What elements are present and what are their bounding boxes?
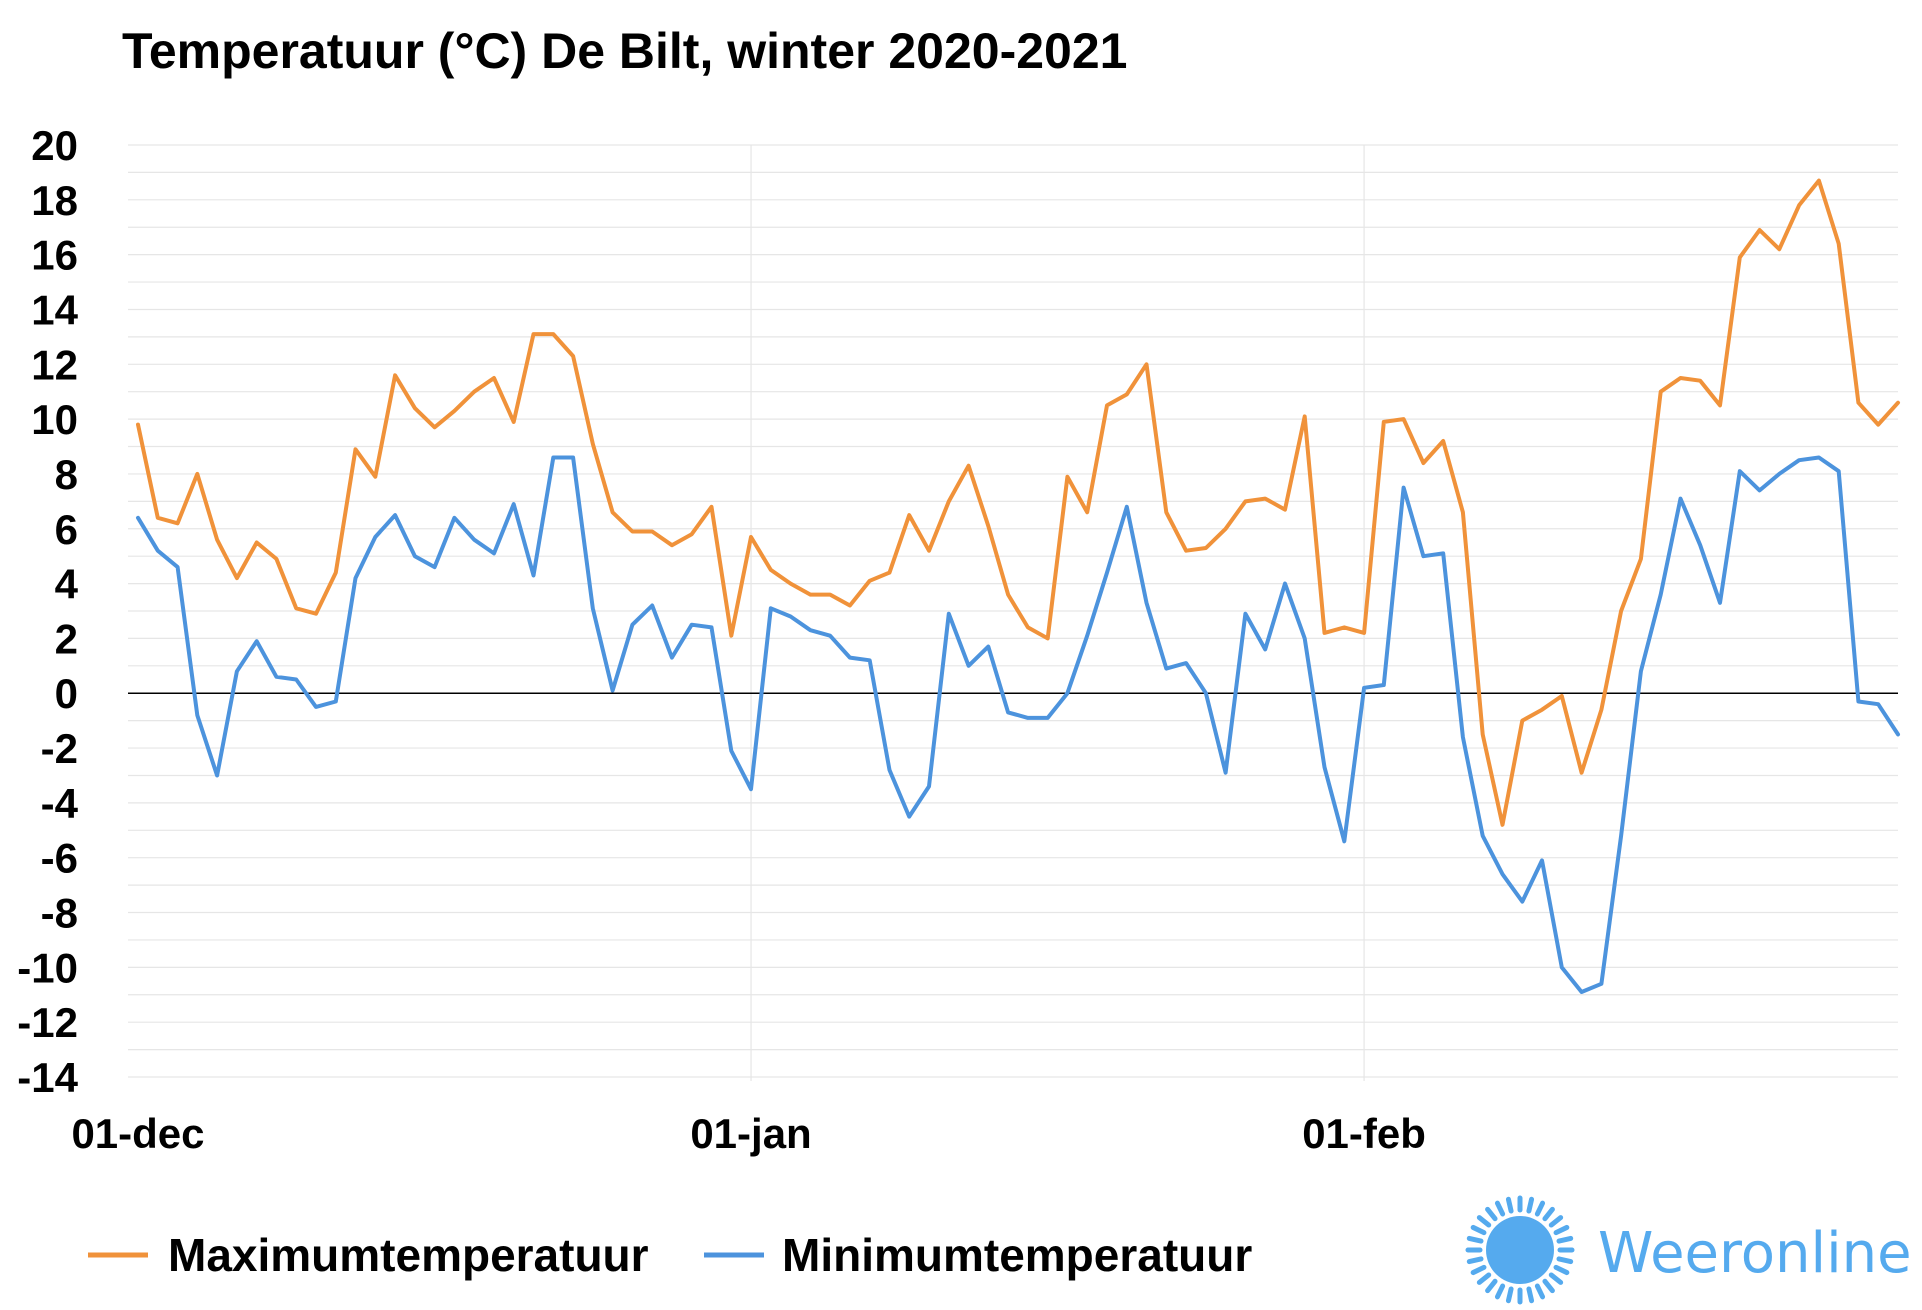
y-tick-label: -8: [41, 890, 78, 937]
sun-ray: [1553, 1264, 1570, 1276]
x-axis-ticks: 01-dec 01-jan 01-feb: [71, 1110, 1425, 1157]
y-tick-label: 6: [55, 506, 78, 553]
sun-ray: [1556, 1235, 1574, 1244]
sun-ray: [1505, 1286, 1514, 1304]
sun-ray: [1505, 1196, 1514, 1214]
y-tick-label: 18: [31, 177, 78, 224]
sun-ray: [1556, 1256, 1574, 1265]
y-tick-label: -12: [17, 999, 78, 1046]
y-tick-label: -14: [17, 1054, 78, 1101]
chart-gridlines: [128, 144, 1898, 1081]
sun-ray: [1526, 1196, 1535, 1214]
y-tick-label: 10: [31, 396, 78, 443]
sun-ray: [1548, 1272, 1564, 1285]
sun-ray: [1470, 1224, 1487, 1236]
y-tick-label: 4: [55, 561, 79, 608]
sun-ray: [1542, 1278, 1555, 1294]
y-tick-label: 12: [31, 341, 78, 388]
sun-icon: [1465, 1195, 1575, 1305]
y-tick-label: -4: [41, 780, 79, 827]
y-tick-label: -10: [17, 944, 78, 991]
sun-ray: [1494, 1200, 1506, 1217]
sun-ray: [1542, 1206, 1555, 1222]
series-line-max: [136, 178, 1900, 827]
x-tick-label: 01-jan: [690, 1110, 811, 1157]
sun-ray: [1466, 1256, 1484, 1265]
x-tick-label: 01-dec: [71, 1110, 204, 1157]
y-tick-label: -2: [41, 725, 78, 772]
y-tick-label: 2: [55, 615, 78, 662]
logo-text: Weeronline: [1598, 1221, 1912, 1286]
y-tick-label: -6: [41, 835, 78, 882]
sun-ray: [1470, 1264, 1487, 1276]
sun-ray: [1494, 1283, 1506, 1300]
y-tick-label: 14: [31, 286, 78, 333]
sun-ray: [1466, 1235, 1484, 1244]
legend-label-max: Maximumtemperatuur: [168, 1229, 649, 1281]
y-tick-label: 8: [55, 451, 78, 498]
sun-ray: [1553, 1224, 1570, 1236]
sun-ray: [1476, 1272, 1492, 1285]
legend-item-max: Maximumtemperatuur: [88, 1229, 649, 1281]
legend-label-min: Minimumtemperatuur: [782, 1229, 1252, 1281]
weeronline-logo: Weeronline: [1465, 1195, 1912, 1305]
sun-ray: [1534, 1200, 1546, 1217]
x-tick-label: 01-feb: [1302, 1110, 1426, 1157]
series-line-min: [136, 455, 1900, 994]
legend: Maximumtemperatuur Minimumtemperatuur: [88, 1229, 1252, 1281]
y-tick-label: 20: [31, 122, 78, 169]
sun-ray: [1534, 1283, 1546, 1300]
y-tick-label: 0: [55, 670, 78, 717]
legend-item-min: Minimumtemperatuur: [704, 1229, 1252, 1281]
sun-ray: [1548, 1215, 1564, 1228]
chart-title: Temperatuur (°C) De Bilt, winter 2020-20…: [122, 23, 1127, 79]
sun-ray: [1526, 1286, 1535, 1304]
plot-series: [136, 178, 1900, 994]
sun-ray: [1476, 1215, 1492, 1228]
sun-ray: [1485, 1278, 1498, 1294]
sun-ray: [1485, 1206, 1498, 1222]
y-tick-label: 16: [31, 232, 78, 279]
